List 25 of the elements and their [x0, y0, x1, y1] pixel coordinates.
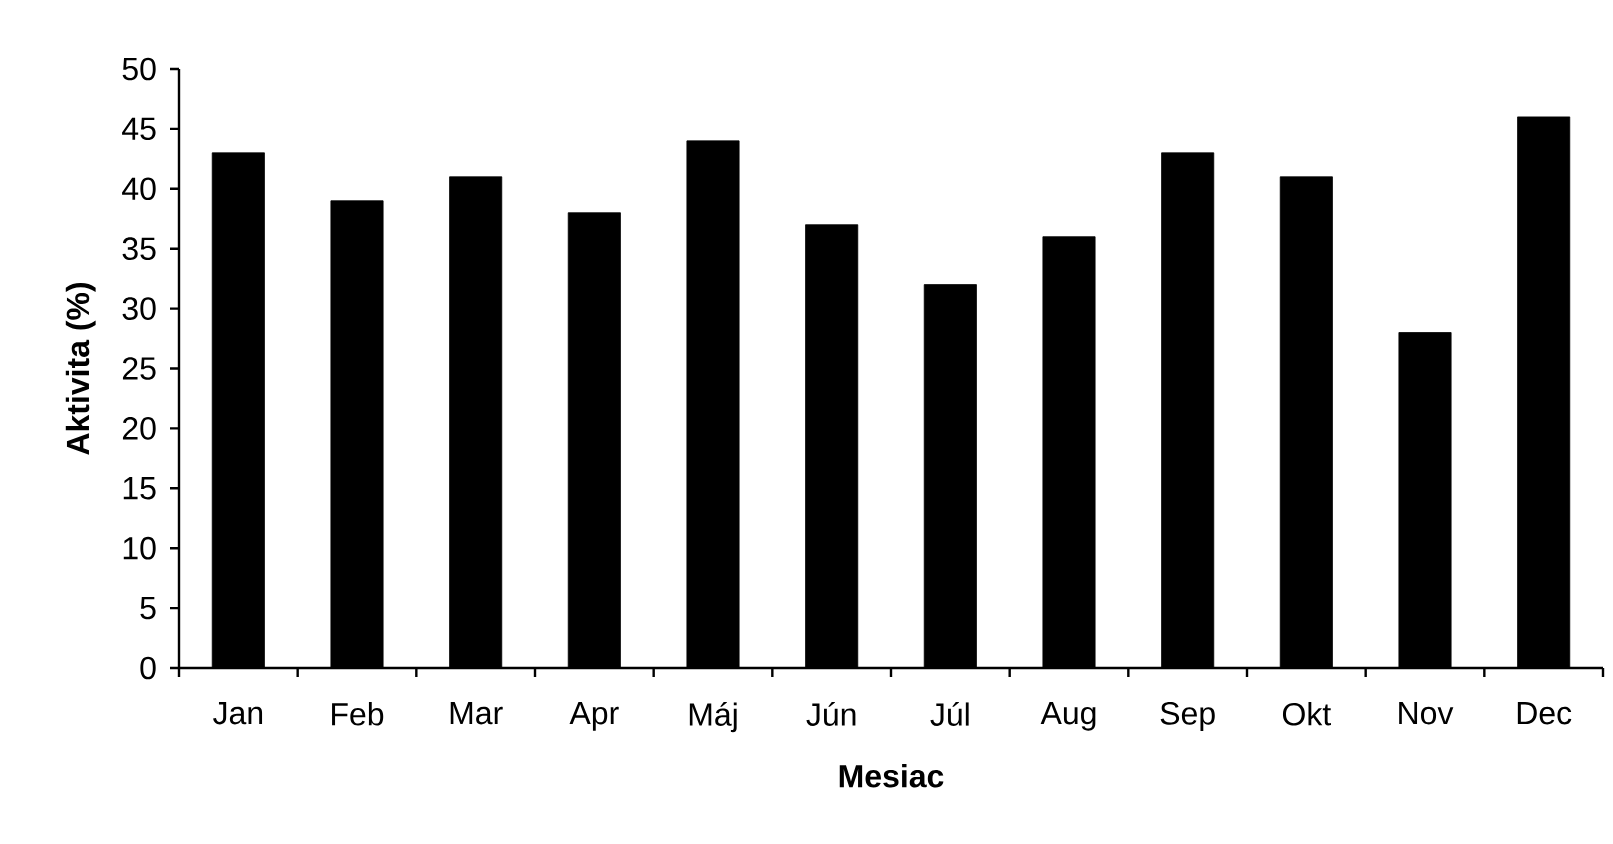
- y-tick-label: 50: [122, 57, 156, 81]
- y-tick-label: 40: [122, 177, 156, 201]
- y-tick-label: 5: [140, 596, 156, 620]
- y-tick-label: 20: [122, 417, 156, 440]
- x-tick-label: Máj: [689, 702, 737, 733]
- y-tick-label: 15: [123, 477, 156, 500]
- y-tick-label: 30: [122, 297, 156, 320]
- y-tick-label: 0: [140, 656, 156, 680]
- x-tick-label: Jan: [213, 702, 263, 725]
- y-tick-label: 10: [123, 536, 156, 560]
- x-tick-label: Dec: [1517, 702, 1572, 725]
- x-tick-label: Nov: [1399, 702, 1454, 725]
- x-tick-label: Feb: [332, 702, 384, 726]
- y-tick-label: 45: [122, 117, 156, 141]
- x-tick-label: Aug: [1040, 702, 1096, 731]
- x-tick-label: Okt: [1282, 702, 1331, 726]
- y-tick-label: 25: [122, 357, 156, 380]
- x-tick-label: Apr: [569, 702, 619, 731]
- x-tick-label: Mar: [450, 702, 503, 725]
- x-axis-title: Mesiac: [839, 763, 944, 788]
- y-axis-title: Aktivita (%): [65, 283, 96, 455]
- x-tick-label: Jún: [806, 702, 856, 726]
- x-tick-label: Júl: [930, 702, 969, 726]
- y-tick-label: 35: [122, 237, 156, 261]
- x-tick-label: Sep: [1160, 702, 1215, 732]
